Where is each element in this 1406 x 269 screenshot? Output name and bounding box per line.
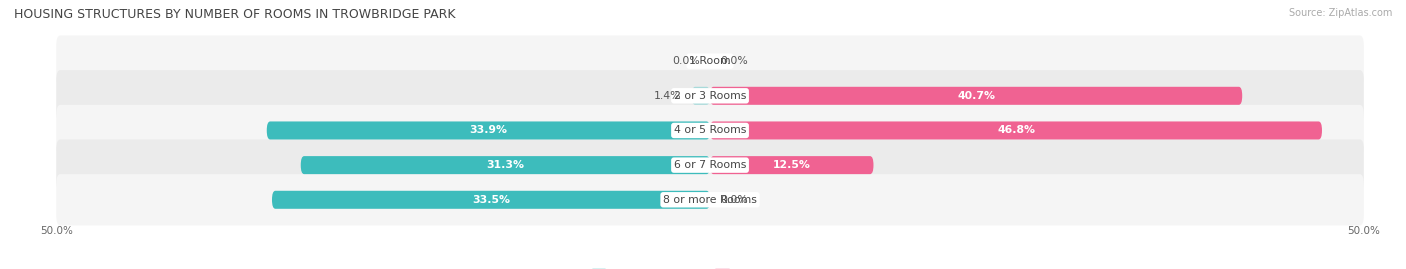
FancyBboxPatch shape [710, 87, 1243, 105]
Text: 46.8%: 46.8% [997, 125, 1035, 136]
Text: HOUSING STRUCTURES BY NUMBER OF ROOMS IN TROWBRIDGE PARK: HOUSING STRUCTURES BY NUMBER OF ROOMS IN… [14, 8, 456, 21]
FancyBboxPatch shape [56, 105, 1364, 156]
FancyBboxPatch shape [710, 156, 873, 174]
FancyBboxPatch shape [56, 174, 1364, 225]
Text: 6 or 7 Rooms: 6 or 7 Rooms [673, 160, 747, 170]
Text: 1.4%: 1.4% [654, 91, 682, 101]
Text: 1 Room: 1 Room [689, 56, 731, 66]
Text: 0.0%: 0.0% [720, 56, 748, 66]
FancyBboxPatch shape [56, 140, 1364, 191]
Text: 33.9%: 33.9% [470, 125, 508, 136]
Text: 0.0%: 0.0% [720, 195, 748, 205]
Text: 8 or more Rooms: 8 or more Rooms [664, 195, 756, 205]
FancyBboxPatch shape [267, 122, 710, 139]
Text: 2 or 3 Rooms: 2 or 3 Rooms [673, 91, 747, 101]
Text: 0.0%: 0.0% [672, 56, 700, 66]
FancyBboxPatch shape [301, 156, 710, 174]
FancyBboxPatch shape [271, 191, 710, 209]
Legend: Owner-occupied, Renter-occupied: Owner-occupied, Renter-occupied [588, 264, 832, 269]
Text: 31.3%: 31.3% [486, 160, 524, 170]
FancyBboxPatch shape [56, 70, 1364, 122]
Text: 12.5%: 12.5% [773, 160, 811, 170]
FancyBboxPatch shape [710, 122, 1322, 139]
Text: 4 or 5 Rooms: 4 or 5 Rooms [673, 125, 747, 136]
Text: Source: ZipAtlas.com: Source: ZipAtlas.com [1288, 8, 1392, 18]
Text: 40.7%: 40.7% [957, 91, 995, 101]
FancyBboxPatch shape [692, 87, 710, 105]
FancyBboxPatch shape [56, 36, 1364, 87]
Text: 33.5%: 33.5% [472, 195, 510, 205]
